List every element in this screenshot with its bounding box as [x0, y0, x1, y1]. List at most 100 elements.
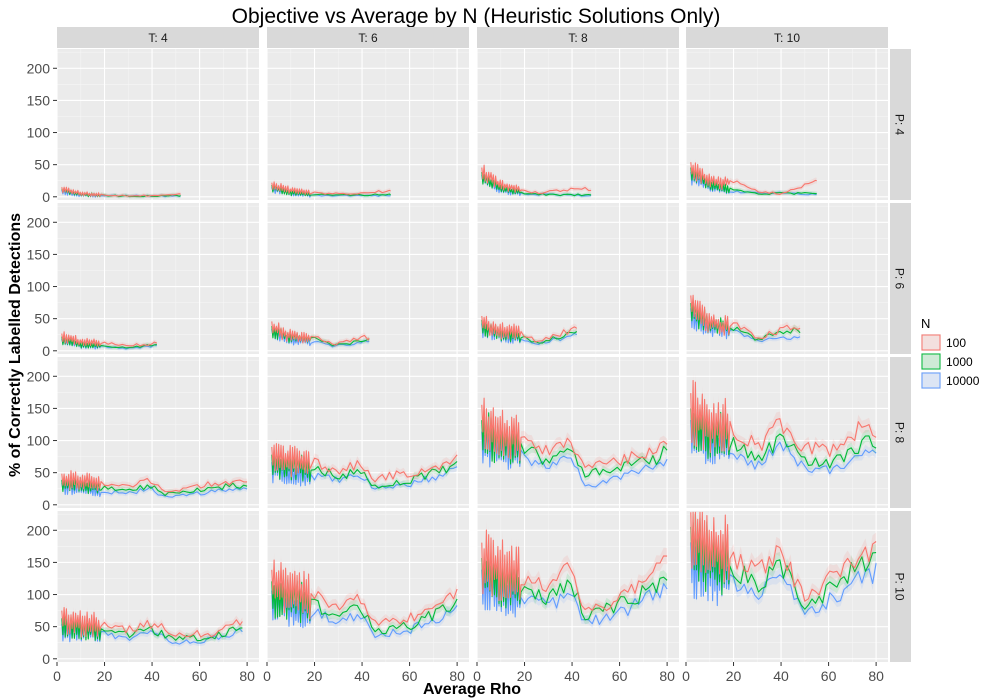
series-100-line	[61, 470, 248, 493]
series-100-line	[690, 511, 877, 602]
series-100-line	[61, 606, 243, 638]
chart-title: Objective vs Average by N (Heuristic Sol…	[232, 5, 721, 28]
x-tick-label: 20	[307, 668, 323, 684]
series-100-line	[481, 529, 668, 612]
panel-background	[267, 357, 469, 508]
y-tick-label: 0	[42, 651, 50, 667]
facet-panel	[266, 203, 469, 354]
y-tick-label: 50	[34, 465, 50, 481]
series-10000-ribbon	[481, 557, 668, 629]
series-100-ribbon	[271, 552, 458, 630]
axes: 0501001502000501001502000501001502000501…	[27, 60, 884, 684]
facet-panel	[476, 49, 679, 200]
series-10000-ribbon	[61, 617, 243, 647]
x-axis-title: Average Rho	[423, 681, 521, 698]
series-1000-ribbon	[271, 322, 370, 348]
y-tick-label: 50	[34, 311, 50, 327]
legend-key-bg	[921, 353, 941, 370]
panel-background	[477, 357, 679, 508]
x-tick-label: 60	[192, 668, 208, 684]
panel-background	[267, 511, 469, 662]
y-tick-label: 50	[34, 157, 50, 173]
facet-panel	[56, 49, 259, 200]
facet-strip-col	[267, 27, 469, 48]
series-10000-line	[690, 303, 801, 343]
y-tick-label: 200	[27, 522, 51, 538]
facet-strip-row	[890, 49, 911, 200]
y-tick-label: 150	[27, 554, 51, 570]
legend-key-1000	[921, 353, 941, 370]
facet-panel	[476, 203, 679, 354]
x-tick-label: 0	[473, 668, 481, 684]
facet-row-label: P: 10	[893, 572, 907, 600]
y-tick-label: 0	[42, 497, 50, 513]
series-10000-line	[61, 480, 248, 498]
facet-panel	[56, 511, 259, 662]
y-tick-label: 200	[27, 368, 51, 384]
facet-col-label: T: 8	[568, 31, 588, 45]
facet-panel	[685, 203, 888, 354]
facet-panel	[266, 49, 469, 200]
x-tick-label: 80	[868, 668, 884, 684]
facet-panel	[56, 203, 259, 354]
x-tick-label: 60	[821, 668, 837, 684]
panel-background	[57, 203, 259, 354]
facet-panel	[476, 511, 679, 662]
series-100-ribbon	[271, 179, 391, 197]
facet-panel	[685, 49, 888, 200]
legend-key-100	[921, 334, 941, 351]
y-tick-label: 50	[34, 619, 50, 635]
legend-label-1000: 1000	[946, 355, 973, 369]
x-tick-label: 80	[449, 668, 465, 684]
facet-row-label: P: 4	[893, 114, 907, 136]
panel-background	[267, 49, 469, 200]
series-1000-line	[481, 551, 668, 621]
series-100-line	[271, 559, 458, 626]
legend: N 100 1000 10000	[921, 316, 980, 389]
y-tick-label: 100	[27, 279, 51, 295]
facet-row-label: P: 6	[893, 268, 907, 290]
x-tick-label: 0	[682, 668, 690, 684]
facet-row-label: P: 8	[893, 422, 907, 444]
series-100-line	[61, 331, 158, 347]
facet-panels: T: 4 T: 6 T: 8 T: 10 P: 4 P: 6 P: 8 P: 10	[56, 27, 911, 662]
facet-panel	[685, 357, 888, 508]
panel-background	[267, 203, 469, 354]
legend-label-10000: 10000	[946, 374, 980, 388]
facet-strip-col	[686, 27, 888, 48]
series-10000-ribbon	[690, 410, 877, 478]
facet-panel	[266, 511, 469, 662]
x-tick-label: 0	[263, 668, 271, 684]
series-10000-ribbon	[61, 477, 248, 500]
panel-background	[686, 49, 888, 200]
y-tick-label: 150	[27, 92, 51, 108]
series-100-line	[481, 315, 578, 343]
y-tick-label: 150	[27, 400, 51, 416]
x-tick-label: 20	[97, 668, 113, 684]
x-tick-label: 60	[402, 668, 418, 684]
panel-background	[477, 49, 679, 200]
legend-title: N	[921, 316, 930, 331]
x-tick-label: 40	[354, 668, 370, 684]
x-tick-label: 0	[53, 668, 61, 684]
series-100-line	[690, 294, 801, 340]
series-100-line	[690, 162, 817, 195]
x-tick-label: 60	[612, 668, 628, 684]
facet-strip-row	[890, 357, 911, 508]
facet-strip-row	[890, 511, 911, 662]
facet-strip-row	[890, 203, 911, 354]
series-100-line	[271, 321, 370, 346]
x-tick-label: 20	[517, 668, 533, 684]
x-tick-label: 40	[773, 668, 789, 684]
series-100-line	[481, 164, 592, 195]
series-100-ribbon	[271, 438, 458, 486]
x-tick-label: 40	[144, 668, 160, 684]
series-1000-line	[271, 450, 458, 489]
y-axis-title: % of Correctly Labelled Detections	[7, 213, 24, 477]
panel-background	[477, 203, 679, 354]
y-tick-label: 100	[27, 433, 51, 449]
facet-col-label: T: 4	[148, 31, 168, 45]
series-1000-ribbon	[690, 295, 801, 343]
legend-key-bg	[921, 372, 941, 389]
facet-col-label: T: 10	[774, 31, 800, 45]
